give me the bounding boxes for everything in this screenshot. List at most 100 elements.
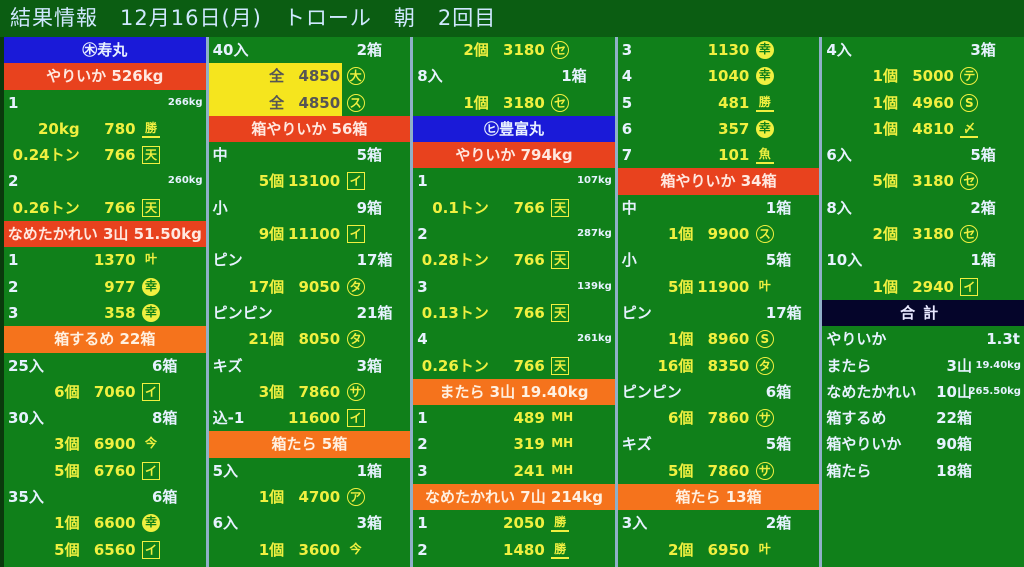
quantity: 3個 [258, 382, 285, 401]
quantity: 2個 [667, 540, 694, 559]
price-row: 1個 2940 イ [822, 274, 1024, 300]
quantity: 5個 [54, 461, 80, 480]
lot-row: ピンピン 21箱 [209, 300, 411, 326]
price-row: 20kg 780 勝 [4, 116, 206, 142]
price-row: 全 4850 大 [208, 63, 411, 90]
lot-label: やりいか [826, 330, 887, 349]
price: 11900 [697, 277, 750, 296]
lot-label: 3 [621, 41, 633, 59]
buyer-mark-icon: 天 [142, 198, 160, 217]
price: 766 [513, 251, 545, 270]
weight: 139kg [577, 280, 612, 292]
buyer-mark-icon: サ [755, 409, 774, 428]
price: 3180 [912, 172, 954, 191]
lot-label: 4 [417, 330, 428, 349]
price-row: 0.26トン 766 天 [4, 195, 206, 221]
ship-header: ㋪豊富丸 [413, 115, 615, 143]
price: 3180 [912, 225, 954, 244]
count: 3箱 [356, 514, 383, 533]
lot-label: ピン [212, 251, 243, 270]
price: 8960 [707, 330, 750, 349]
lot-label: またら [826, 356, 872, 375]
lot-label: 4入 [826, 41, 852, 59]
total-row: やりいか 1.3t [822, 326, 1024, 352]
lot-label: 6入 [212, 514, 239, 533]
lot-label: 5入 [212, 461, 239, 480]
price-row: 6個 7060 イ [4, 379, 206, 405]
count: 8箱 [152, 409, 178, 428]
price: 3180 [503, 41, 545, 59]
buyer-mark-icon: セ [551, 41, 570, 59]
price-row: 0.28トン 766 天 [413, 247, 615, 273]
buyer-mark-icon: イ [346, 225, 365, 244]
buyer-mark-icon: 天 [142, 146, 160, 165]
price: 481 [718, 93, 750, 112]
quantity: 1個 [463, 93, 489, 112]
total-row: なめたかれい 10山 265.50kg [822, 379, 1024, 405]
lot-label: 8入 [417, 67, 443, 86]
buyer-mark-icon: 勝 [551, 541, 570, 559]
count: 3箱 [970, 41, 996, 59]
buyer-mark-icon: S [960, 93, 979, 112]
lot-row: 25入 6箱 [4, 353, 206, 379]
count: 2箱 [356, 41, 383, 59]
price-row: 3個 7860 サ [209, 379, 411, 405]
lot-label: 25入 [8, 356, 44, 375]
lot-label: 10入 [826, 251, 863, 270]
quantity: 1個 [872, 67, 898, 86]
lot-row: 6入 5箱 [822, 142, 1024, 168]
price-row: 3個 6900 今 [4, 431, 206, 457]
price-row: 1個 9900 ス [618, 221, 820, 247]
buyer-mark-icon: 今 [144, 436, 157, 451]
buyer-mark-icon: タ [755, 356, 774, 375]
price: 6600 [93, 514, 136, 533]
price-row: 全 4850 ス [208, 89, 411, 116]
lot-label: 1 [8, 93, 19, 112]
buyer-mark-icon: 勝 [755, 94, 774, 112]
lot-label: 8入 [826, 198, 852, 217]
lot-row: ピンピン 6箱 [618, 379, 820, 405]
lot-row: 8入 1箱 [413, 63, 615, 89]
price: 2940 [912, 277, 954, 296]
count: 3箱 [356, 356, 383, 375]
price: 8350 [707, 356, 750, 375]
price: 241 [513, 461, 545, 480]
price: 4810 [912, 119, 954, 138]
lot-row: 1 266kg [4, 90, 206, 116]
category-header: 箱するめ 22箱 [4, 326, 206, 353]
buyer-mark-icon: セ [960, 225, 979, 244]
lot-label: なめたかれい [826, 382, 917, 401]
buyer-mark-icon: MH [551, 436, 574, 451]
board-title: 結果情報 12月16日(月) トロール 朝 2回目 [0, 0, 1024, 37]
buyer-mark-icon: MH [551, 410, 574, 425]
buyer-mark-icon: 幸 [755, 119, 774, 138]
quantity: 5個 [258, 172, 285, 191]
category-header: やりいか 794kg [413, 142, 615, 169]
price-row: 6個 7860 サ [618, 405, 820, 431]
count: 2箱 [765, 514, 792, 533]
buyer-mark-icon: ス [755, 225, 774, 244]
price-row: 2個 6950 叶 [618, 537, 820, 563]
lot-label: 中 [212, 146, 228, 165]
lot-row: 8入 2箱 [822, 195, 1024, 221]
lot-label: ピンピン [212, 303, 273, 322]
quantity: 3個 [54, 435, 80, 454]
buyer-mark-icon: 魚 [755, 146, 774, 165]
lot-row: ピン 17箱 [618, 300, 820, 326]
lot-label: 込-1 [212, 409, 245, 428]
price-row: 2個 3180 セ [822, 221, 1024, 247]
category-header: またら 3山 19.40kg [413, 378, 615, 406]
lot-label: 7 [621, 146, 633, 165]
quantity: 0.1トン [432, 198, 489, 217]
price-row: 17個 9050 タ [209, 274, 411, 300]
price-row: 込-1 11600 イ [209, 405, 411, 431]
price: 9900 [707, 225, 750, 244]
buyer-mark-icon: 幸 [142, 514, 160, 533]
buyer-mark-icon: サ [346, 382, 365, 401]
count: 3山 [946, 356, 972, 375]
price-row: 2 319 MH [413, 431, 615, 457]
price: 766 [513, 198, 545, 217]
board-column: 2個 3180 セ 8入 1箱 1個 3180 セ㋪豊富丸 やりいか 794kg 1 107kg 0.… [413, 37, 615, 567]
lot-row: 3 139kg [413, 274, 615, 300]
total-header: 合計 [822, 299, 1024, 327]
